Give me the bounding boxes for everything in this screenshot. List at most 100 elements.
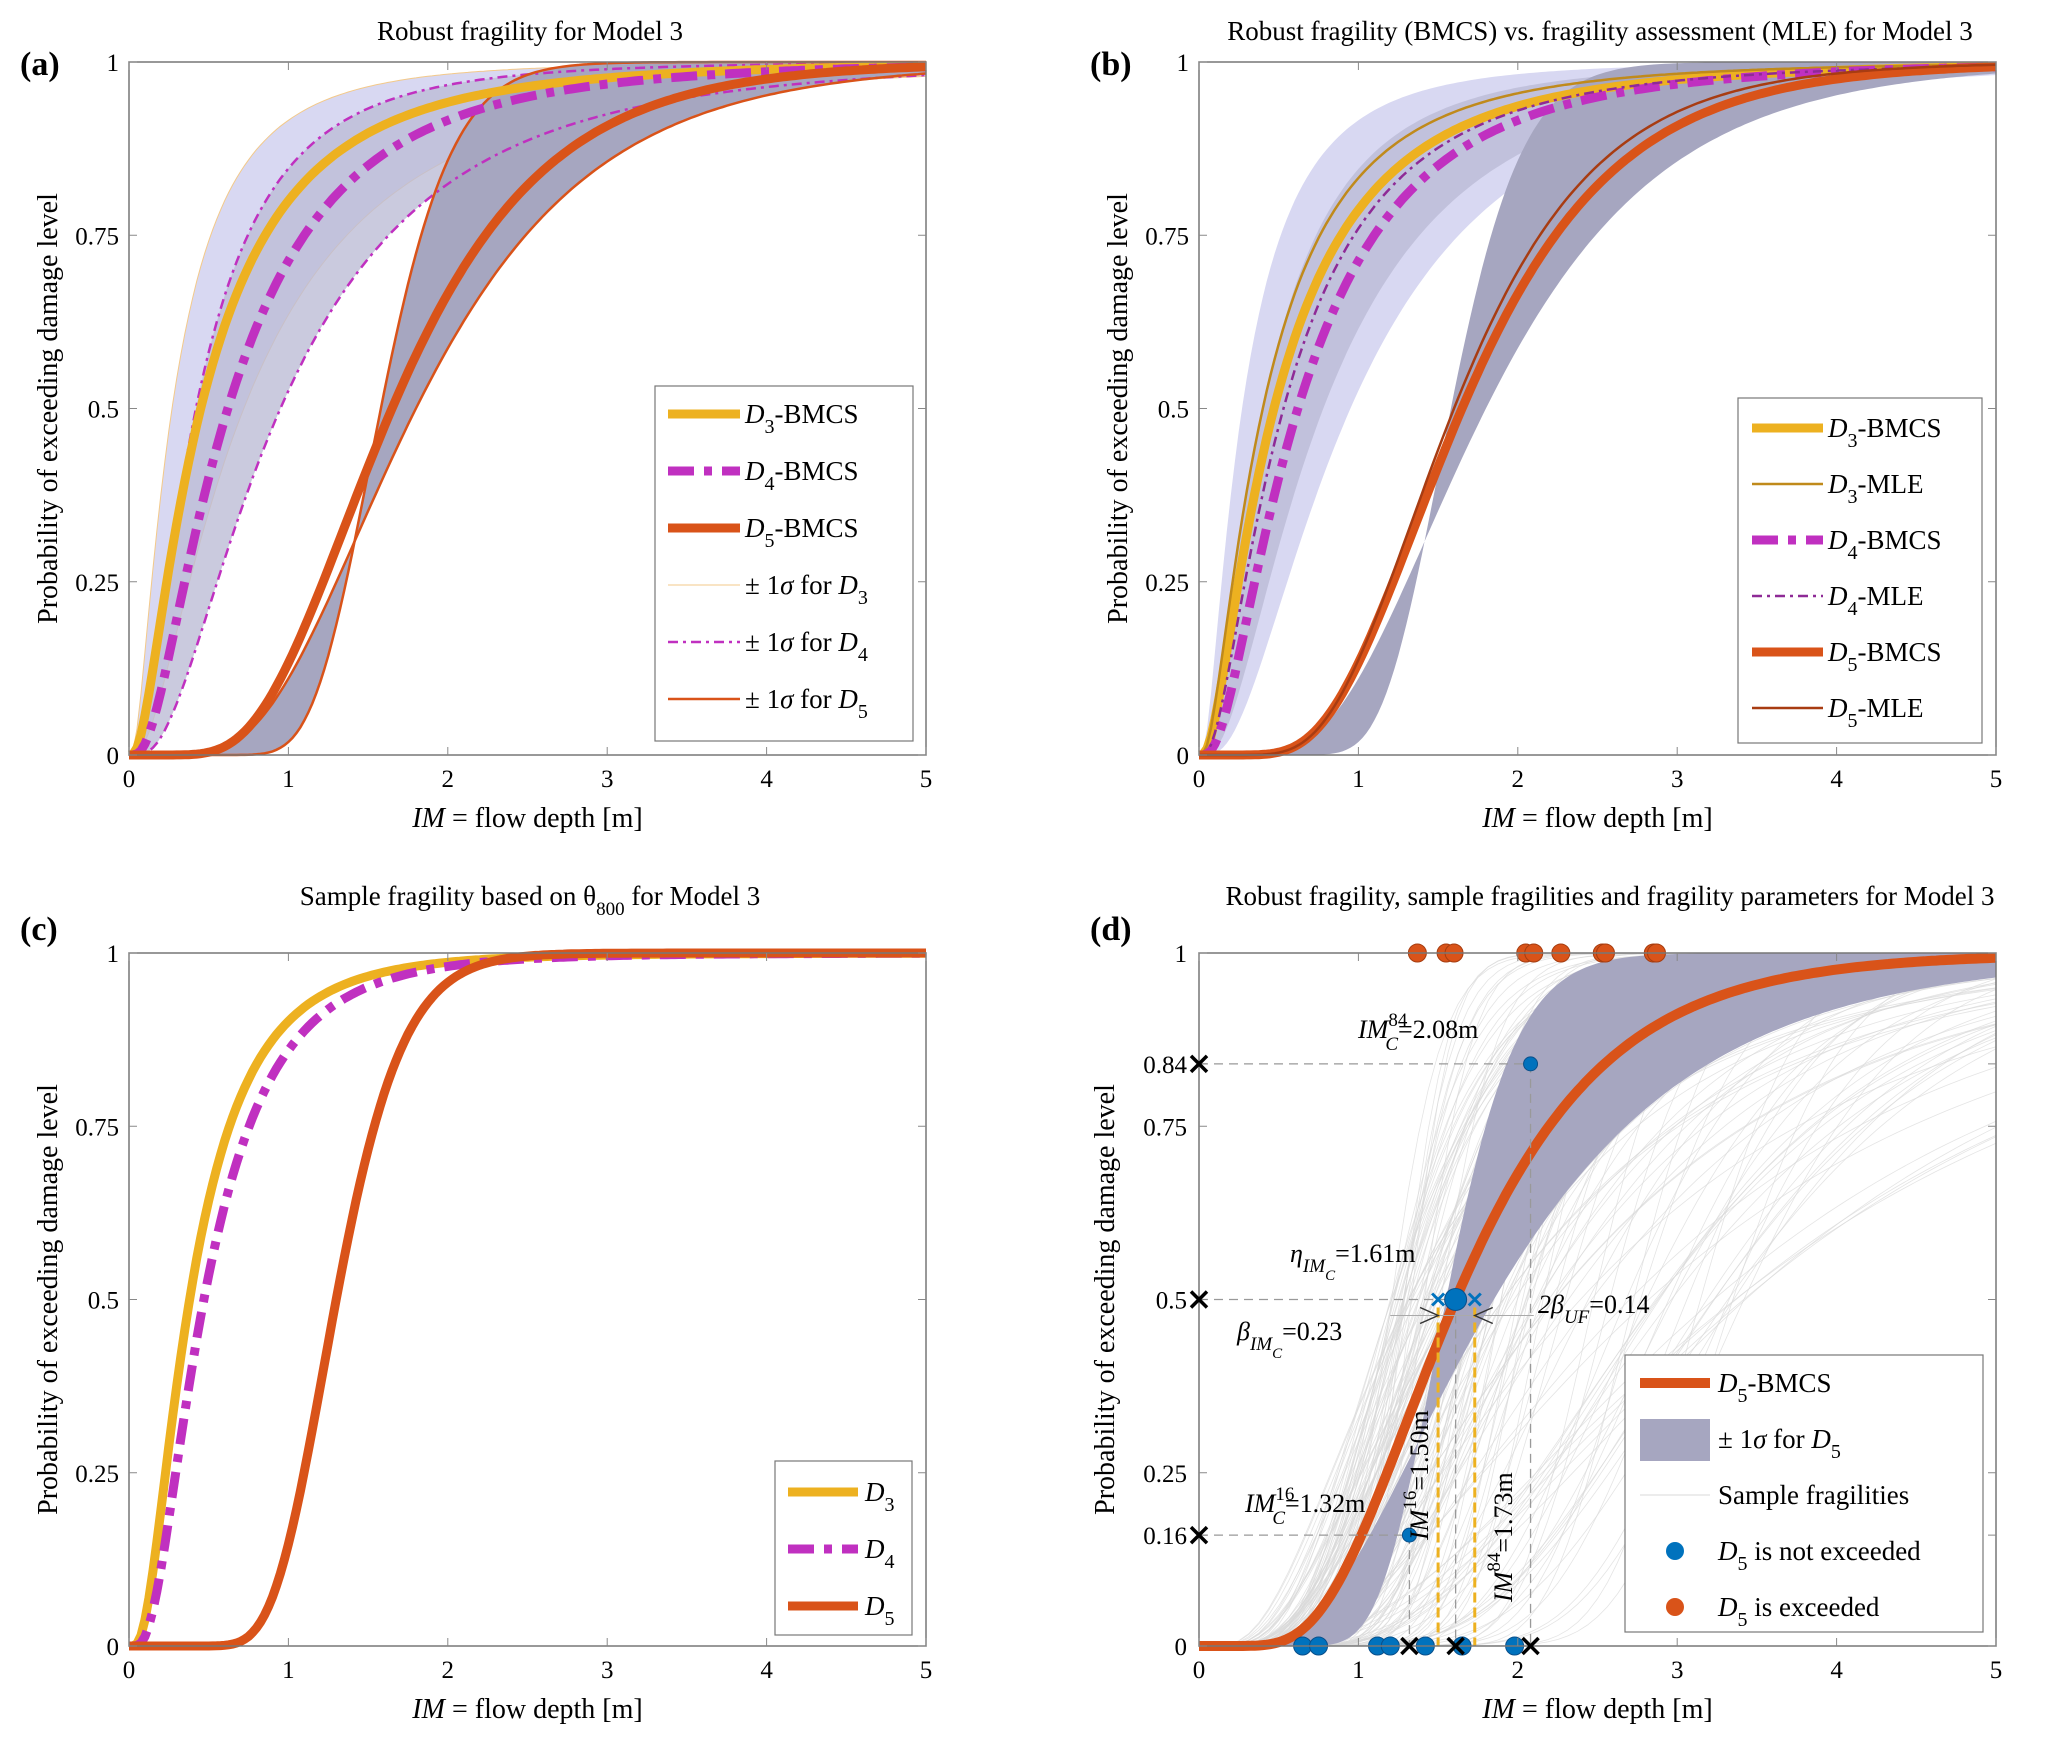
y-tick-label: 0 xyxy=(1175,1634,1188,1661)
legend-label: D5-BMCS xyxy=(1717,1368,1832,1407)
legend-sub: 4 xyxy=(1848,598,1858,620)
legend-d: D xyxy=(744,513,765,543)
fragility-point xyxy=(1401,1527,1417,1543)
x-axis-label-italic: IM xyxy=(411,1694,446,1725)
legend-suffix: -BMCS xyxy=(1748,1368,1832,1398)
annot-post: =0.23 xyxy=(1282,1317,1342,1346)
legend-d: D xyxy=(1827,469,1848,499)
annot-sub: IM xyxy=(1302,1256,1326,1277)
legend-pm: ± 1 xyxy=(1718,1424,1753,1454)
legend-suffix: -MLE xyxy=(1858,693,1924,723)
legend-d: D xyxy=(837,684,858,714)
x-axis-label-italic: IM xyxy=(1481,803,1516,834)
sample-fragility-line xyxy=(1199,1020,1997,1647)
x-tick-label: 0 xyxy=(1193,1657,1206,1684)
legend-label: ± 1σ for D4 xyxy=(745,627,868,666)
annot-sub: C xyxy=(1272,1508,1285,1529)
annot-pre: 2β xyxy=(1538,1290,1564,1319)
legend-suffix: -BMCS xyxy=(1858,637,1942,667)
legend-d: D xyxy=(1717,1592,1738,1622)
y-tick-label: 0.16 xyxy=(1143,1523,1187,1550)
legend-d: D xyxy=(1827,581,1848,611)
band-d5 xyxy=(1199,62,1996,755)
legend-label: D5-MLE xyxy=(1827,693,1923,732)
annot-pre: IM xyxy=(1244,1489,1277,1518)
legend-label: ± 1σ for D5 xyxy=(1718,1424,1841,1463)
x-axis-label-rest: = flow depth [m] xyxy=(445,1694,643,1725)
legend-box xyxy=(1624,1354,1984,1633)
legend-d: D xyxy=(864,1534,885,1564)
annot-pre: β xyxy=(1236,1317,1250,1346)
annot-post: =1.73m xyxy=(1489,1472,1518,1552)
y-tick-label: 1 xyxy=(1175,941,1188,968)
legend-d: D xyxy=(1717,1368,1738,1398)
legend-d: D xyxy=(864,1477,885,1507)
legend-sub: 4 xyxy=(858,644,868,666)
annotation-im84-vertical: IM84=1.73m xyxy=(1484,1472,1518,1603)
sample-fragility-line xyxy=(1199,1003,1997,1647)
legend-label: D3-MLE xyxy=(1827,469,1923,508)
legend-suffix: -BMCS xyxy=(775,456,859,486)
y-tick-label: 0.25 xyxy=(1145,570,1189,597)
x-axis-label-rest: = flow depth [m] xyxy=(1515,803,1713,834)
series-line-d4-bmcs xyxy=(128,62,927,760)
annot-post: =0.14 xyxy=(1589,1290,1649,1319)
legend-pm: ± 1 xyxy=(745,570,780,600)
annot-post: =1.32m xyxy=(1285,1489,1365,1518)
y-tick-label: 1 xyxy=(107,941,120,968)
legend-label: D5-BMCS xyxy=(744,513,859,552)
legend-sub: 5 xyxy=(1848,654,1858,676)
series-line-d5-bmcs xyxy=(129,62,927,760)
panel-label-a: (a) xyxy=(20,46,60,83)
x-tick-label: 3 xyxy=(1671,766,1684,793)
x-axis-label-italic: IM xyxy=(411,803,446,834)
annot-subsub: C xyxy=(1325,1268,1336,1284)
legend-label: D5 is exceeded xyxy=(1717,1592,1880,1631)
legend-sub: 4 xyxy=(1848,542,1858,564)
y-tick-label: 0 xyxy=(107,743,120,770)
legend-sub: 4 xyxy=(885,1551,895,1573)
x-axis-label: IM = flow depth [m] xyxy=(411,803,642,834)
legend-suffix: is exceeded xyxy=(1748,1592,1880,1622)
legend-pm: ± 1 xyxy=(745,684,780,714)
fragility-point xyxy=(1523,1056,1539,1072)
y-axis-label: Probability of exceeding damage level xyxy=(33,1084,64,1515)
legend-label: D4-BMCS xyxy=(744,456,859,495)
y-tick-label: 0.5 xyxy=(88,397,119,424)
annot-pre: η xyxy=(1290,1239,1303,1268)
y-tick-label: 1 xyxy=(1177,50,1190,77)
legend-sub: 3 xyxy=(885,1494,895,1516)
legend-d: D xyxy=(1827,525,1848,555)
y-axis-label: Probability of exceeding damage level xyxy=(1090,1084,1121,1515)
x-axis-label-italic: IM xyxy=(1481,1694,1516,1725)
legend-sub: 3 xyxy=(1848,430,1858,452)
y-axis-label: Probability of exceeding damage level xyxy=(33,193,64,624)
legend-label: D3-BMCS xyxy=(1827,413,1942,452)
legend-label: Sample fragilities xyxy=(1718,1480,1909,1510)
legend-box xyxy=(654,385,914,742)
x-tick-label: 2 xyxy=(442,1657,455,1684)
y-tick-label: 0.25 xyxy=(1143,1461,1187,1488)
legend-dot xyxy=(1666,1598,1684,1616)
sample-fragility-line xyxy=(1199,1006,1997,1647)
legend-label: D3 xyxy=(864,1477,895,1516)
x-marker-icon xyxy=(1189,1290,1209,1309)
legend-suffix: -BMCS xyxy=(775,513,859,543)
panel-label-c: (c) xyxy=(20,911,58,948)
legend-label: D4 xyxy=(864,1534,895,1573)
x-marker-icon xyxy=(1400,1636,1419,1656)
legend-text: Sample fragilities xyxy=(1718,1480,1909,1510)
legend-d: D xyxy=(744,456,765,486)
legend-label: D3-BMCS xyxy=(744,399,859,438)
x-marker-icon xyxy=(1189,1054,1209,1074)
y-tick-label: 0 xyxy=(1177,743,1190,770)
band-d5 xyxy=(1199,953,1996,1646)
x-tick-label: 5 xyxy=(920,1657,933,1684)
annot-post: =1.50m xyxy=(1405,1410,1434,1490)
legend-d: D xyxy=(1827,693,1848,723)
x-tick-label: 4 xyxy=(1830,766,1843,793)
x-axis-label-rest: = flow depth [m] xyxy=(445,803,643,834)
x-axis-label: IM = flow depth [m] xyxy=(1481,1694,1712,1725)
